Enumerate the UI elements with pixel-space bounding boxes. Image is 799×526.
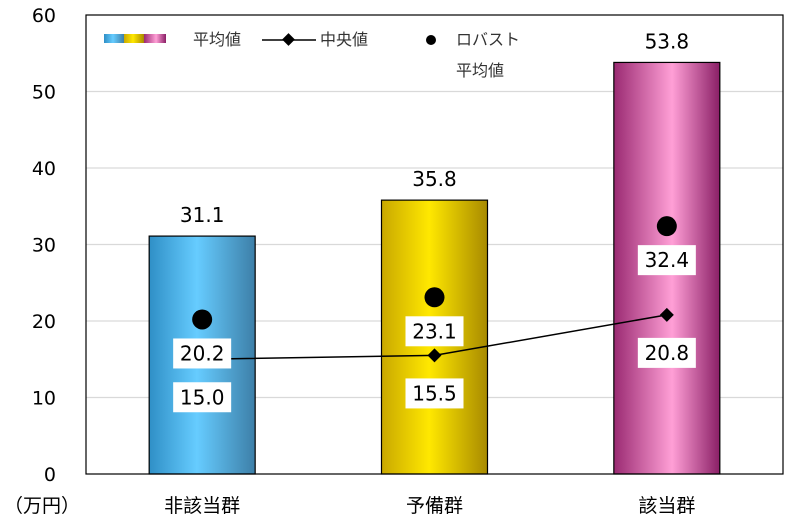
median-value-label-box xyxy=(405,378,464,409)
x-axis-categories: 非該当群 予備群 該当群 xyxy=(164,495,695,517)
robust-mean-value-label-box xyxy=(637,245,696,276)
robust-mean-value-label-box xyxy=(173,338,232,369)
median-line: 15.0 15.5 20.8 xyxy=(173,307,696,413)
x-category-label: 該当群 xyxy=(638,495,695,517)
median-value-label-box xyxy=(637,337,696,368)
y-tick-label: 0 xyxy=(44,464,56,486)
legend-label-robust-line2: 平均値 xyxy=(456,61,504,80)
legend-swatch-mean-pink xyxy=(144,34,166,43)
robust-mean-value-label: 23.1 xyxy=(412,319,457,343)
median-value-label-box xyxy=(173,382,232,413)
bar-labels: 31.1 35.8 53.8 xyxy=(180,29,689,227)
median-value-label: 15.0 xyxy=(180,385,225,409)
legend-robust-dot-icon xyxy=(426,35,436,45)
y-tick-label: 50 xyxy=(32,82,56,104)
robust-mean-point xyxy=(192,309,213,330)
bar-value-label: 31.1 xyxy=(180,203,225,227)
legend-swatch-mean-yellow xyxy=(124,34,144,43)
bar-value-label: 35.8 xyxy=(412,167,457,191)
legend-label-robust-line1: ロバスト xyxy=(456,30,520,49)
robust-mean-point xyxy=(656,216,677,237)
median-point xyxy=(659,307,674,322)
y-tick-label: 10 xyxy=(32,388,56,410)
y-tick-label: 60 xyxy=(32,5,56,27)
plot-frame xyxy=(85,14,784,475)
robust-points: 20.2 23.1 32.4 xyxy=(173,216,696,369)
legend-label-mean: 平均値 xyxy=(193,30,241,49)
bar-value-label: 53.8 xyxy=(645,29,690,53)
y-tick-label: 40 xyxy=(32,158,56,180)
robust-mean-value-label-box xyxy=(405,316,464,347)
legend: 平均値 中央値 ロバスト 平均値 xyxy=(104,30,520,80)
robust-mean-point xyxy=(424,287,445,308)
median-value-label: 15.5 xyxy=(412,381,457,405)
robust-mean-value-label: 20.2 xyxy=(180,341,225,365)
legend-swatch-mean-blue xyxy=(104,34,124,43)
y-tick-label: 20 xyxy=(32,311,56,333)
y-tick-label: 30 xyxy=(32,235,56,257)
unit-label: （万円） xyxy=(4,495,80,517)
bars xyxy=(148,61,721,475)
legend-median-diamond-icon xyxy=(282,33,295,46)
x-category-label: 非該当群 xyxy=(164,495,240,517)
robust-mean-value-label: 32.4 xyxy=(645,248,690,272)
median-value-label: 20.8 xyxy=(645,341,690,365)
median-point xyxy=(427,348,442,363)
y-axis-ticks: 0 10 20 30 40 50 60 xyxy=(32,5,56,486)
legend-label-median: 中央値 xyxy=(320,30,368,49)
x-category-label: 予備群 xyxy=(406,495,463,517)
